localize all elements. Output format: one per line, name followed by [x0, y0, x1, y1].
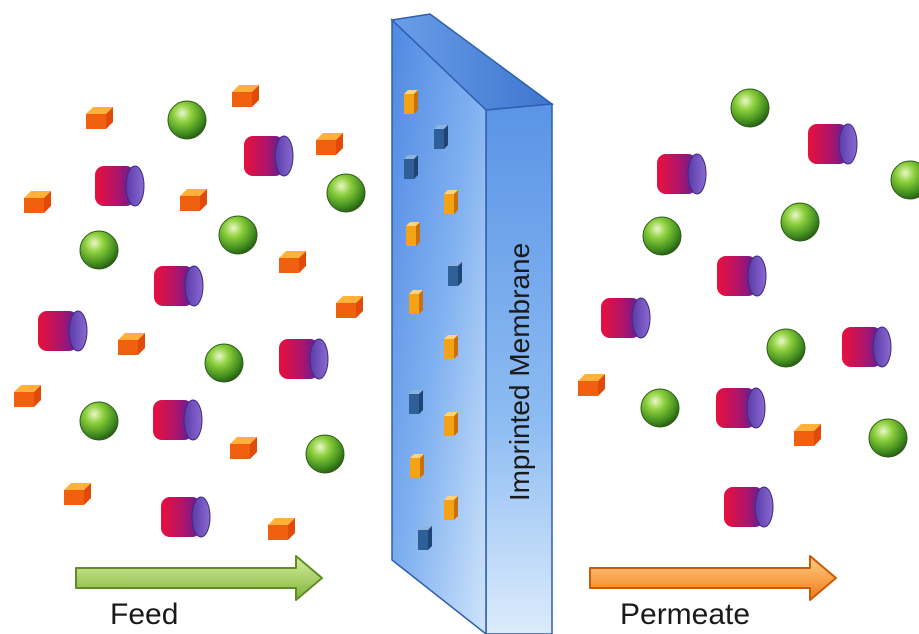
permeate-label: Permeate [620, 598, 750, 631]
filled-cavity [406, 222, 420, 246]
cylinder-molecule [153, 265, 204, 307]
sphere-molecule [218, 215, 258, 255]
sphere-molecule [204, 343, 244, 383]
membrane-label: Imprinted Membrane [504, 243, 535, 501]
feed-arrow [75, 555, 323, 601]
sphere-molecule [730, 88, 770, 128]
filled-cavity [410, 454, 424, 478]
sphere-molecule [305, 434, 345, 474]
permeate-arrow [589, 555, 837, 601]
sphere-molecule [780, 202, 820, 242]
cylinder-molecule [841, 326, 892, 368]
permeate-molecules [578, 88, 919, 528]
filled-cavity [444, 190, 458, 214]
cylinder-molecule [715, 387, 766, 429]
empty-cavity [404, 155, 418, 179]
filled-cavity [444, 496, 458, 520]
cube-molecule [578, 374, 605, 396]
sphere-molecule [890, 160, 919, 200]
sphere-molecule [79, 401, 119, 441]
cylinder-molecule [600, 297, 651, 339]
cube-molecule [118, 333, 145, 355]
cube-molecule [232, 85, 259, 107]
imprinted-membrane: Imprinted Membrane [390, 13, 555, 634]
cube-molecule [180, 189, 207, 211]
filled-cavity [444, 412, 458, 436]
filled-cavity [409, 290, 423, 314]
cylinder-molecule [656, 153, 707, 195]
cylinder-molecule [723, 486, 774, 528]
cube-molecule [230, 437, 257, 459]
cube-molecule [268, 518, 295, 540]
feed-label: Feed [110, 598, 178, 631]
filled-cavity [444, 335, 458, 359]
feed-molecules [14, 85, 366, 540]
cube-molecule [336, 296, 363, 318]
sphere-molecule [326, 173, 366, 213]
sphere-molecule [167, 100, 207, 140]
filled-cavity [404, 90, 418, 114]
cube-molecule [794, 424, 821, 446]
cylinder-molecule [94, 165, 145, 207]
empty-cavity [409, 390, 423, 414]
cylinder-molecule [243, 135, 294, 177]
sphere-molecule [640, 388, 680, 428]
sphere-molecule [79, 230, 119, 270]
sphere-molecule [766, 328, 806, 368]
cylinder-molecule [716, 255, 767, 297]
cube-molecule [316, 133, 343, 155]
sphere-molecule [642, 216, 682, 256]
cube-molecule [279, 251, 306, 273]
sphere-molecule [868, 418, 908, 458]
cylinder-molecule [37, 310, 88, 352]
cylinder-molecule [278, 338, 329, 380]
empty-cavity [418, 526, 432, 550]
cylinder-molecule [807, 123, 858, 165]
cube-molecule [24, 191, 51, 213]
cube-molecule [64, 483, 91, 505]
cube-molecule [86, 107, 113, 129]
cylinder-molecule [152, 399, 203, 441]
cube-molecule [14, 385, 41, 407]
empty-cavity [434, 125, 448, 149]
cylinder-molecule [160, 496, 211, 538]
empty-cavity [448, 262, 462, 286]
